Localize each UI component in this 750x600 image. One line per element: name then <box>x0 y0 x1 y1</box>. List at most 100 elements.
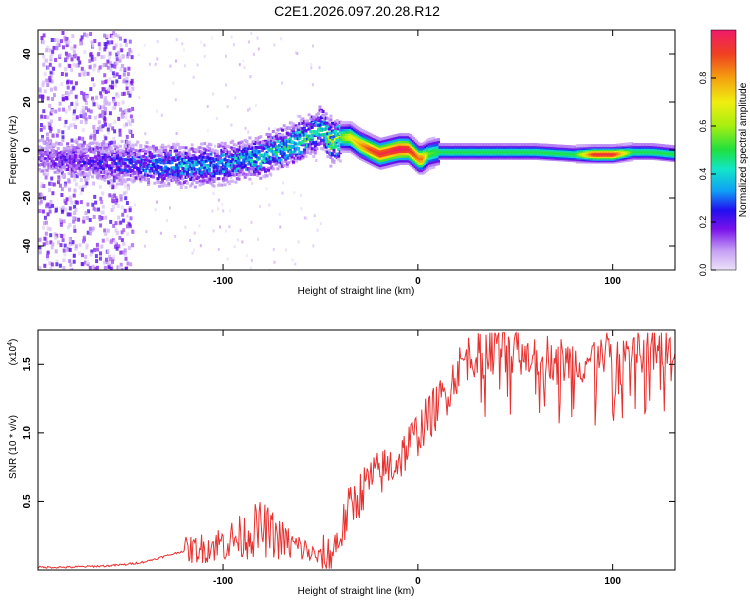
heatmap-cell <box>300 207 302 210</box>
heatmap-cell <box>126 86 129 90</box>
heatmap-cell <box>233 43 235 46</box>
heatmap-cell <box>70 46 73 50</box>
heatmap-cell <box>46 241 49 245</box>
heatmap-cell <box>102 167 105 170</box>
heatmap-cell <box>114 240 117 244</box>
heatmap-cell <box>209 143 212 146</box>
heatmap-cell <box>119 182 122 185</box>
heatmap-cell <box>99 185 102 189</box>
heatmap-cell <box>274 127 276 130</box>
heatmap-cell <box>333 135 336 138</box>
heatmap-cell <box>58 117 61 121</box>
heatmap-cell <box>225 84 227 87</box>
heatmap-cell <box>93 207 96 211</box>
heatmap-cell <box>80 164 83 167</box>
heatmap-cell <box>259 177 262 180</box>
heatmap-cell <box>87 72 90 76</box>
heatmap-cell <box>298 134 301 137</box>
heatmap-cell <box>62 31 65 35</box>
heatmap-cell <box>85 120 88 124</box>
heatmap-cell <box>59 218 62 222</box>
heatmap-cell <box>163 177 166 180</box>
heatmap-cell <box>193 248 195 251</box>
heatmap-cell <box>66 248 69 252</box>
heatmap-cell <box>122 219 125 223</box>
heatmap-cell <box>116 72 119 76</box>
heatmap-cell <box>92 44 95 48</box>
heatmap-cell <box>67 178 70 182</box>
heatmap-cell <box>127 108 130 112</box>
heatmap-cell <box>99 66 102 70</box>
heatmap-cell <box>83 50 86 54</box>
heatmap-cell <box>116 231 119 235</box>
heatmap-cell <box>87 108 90 112</box>
heatmap-cell <box>121 111 124 115</box>
heatmap-cell <box>49 227 52 231</box>
heatmap-cell <box>127 215 129 218</box>
heatmap-cell <box>82 158 85 161</box>
heatmap-cell <box>127 173 130 176</box>
heatmap-cell <box>68 107 71 111</box>
heatmap-cell <box>164 146 167 149</box>
heatmap-cell <box>97 208 100 212</box>
heatmap-cell <box>231 124 233 127</box>
heatmap-cell <box>229 209 231 212</box>
heatmap-cell <box>281 129 284 132</box>
heatmap-cell <box>136 141 139 144</box>
heatmap-cell <box>44 72 47 76</box>
heatmap-cell <box>74 208 77 212</box>
heatmap-cell <box>123 73 126 77</box>
heatmap-cell <box>86 203 89 207</box>
heatmap-cell <box>259 205 261 208</box>
heatmap-cell <box>142 155 145 158</box>
heatmap-cell <box>91 157 94 160</box>
heatmap-cell <box>234 96 236 99</box>
heatmap-cell <box>437 138 440 141</box>
heatmap-cell <box>97 104 100 108</box>
heatmap-cell <box>101 81 104 85</box>
heatmap-cell <box>68 172 71 175</box>
heatmap-cell <box>111 81 114 85</box>
heatmap-cell <box>216 150 219 153</box>
heatmap-cell <box>67 212 70 216</box>
heatmap-cell <box>157 40 159 43</box>
heatmap-cell <box>130 115 133 119</box>
heatmap-cell <box>88 172 91 175</box>
heatmap-cell <box>107 180 110 184</box>
heatmap-cell <box>115 61 118 65</box>
heatmap-cell <box>69 196 72 200</box>
heatmap-cell <box>176 132 178 135</box>
heatmap-cell <box>82 216 85 220</box>
heatmap-cell <box>262 147 265 150</box>
heatmap-cell <box>115 79 118 83</box>
heatmap-cell <box>42 109 45 113</box>
heatmap-cell <box>135 176 138 179</box>
heatmap-cell <box>181 42 183 45</box>
heatmap-cell <box>91 175 94 178</box>
heatmap-cell <box>67 225 70 229</box>
heatmap-cell <box>59 184 62 188</box>
heatmap-cell <box>78 186 81 190</box>
heatmap-cell <box>267 169 270 172</box>
heatmap-cell <box>298 115 301 118</box>
heatmap-cell <box>292 259 294 262</box>
heatmap-cell <box>250 173 253 176</box>
heatmap-cell <box>103 55 106 59</box>
heatmap-cell <box>46 83 49 87</box>
heatmap-cell <box>197 176 200 179</box>
heatmap-cell <box>205 175 208 178</box>
heatmap-cell <box>104 216 107 220</box>
heatmap-cell <box>41 36 44 40</box>
heatmap-cell <box>109 220 112 224</box>
heatmap-cell <box>73 109 76 113</box>
heatmap-cell <box>153 182 156 185</box>
heatmap-cell <box>209 161 212 164</box>
heatmap-cell <box>51 133 54 137</box>
heatmap-cell <box>129 122 132 126</box>
heatmap-cell <box>97 143 100 146</box>
heatmap-cell <box>209 153 212 156</box>
heatmap-cell <box>197 64 199 67</box>
heatmap-cell <box>66 168 69 171</box>
heatmap-cell <box>107 87 110 91</box>
heatmap-cell <box>250 75 252 78</box>
